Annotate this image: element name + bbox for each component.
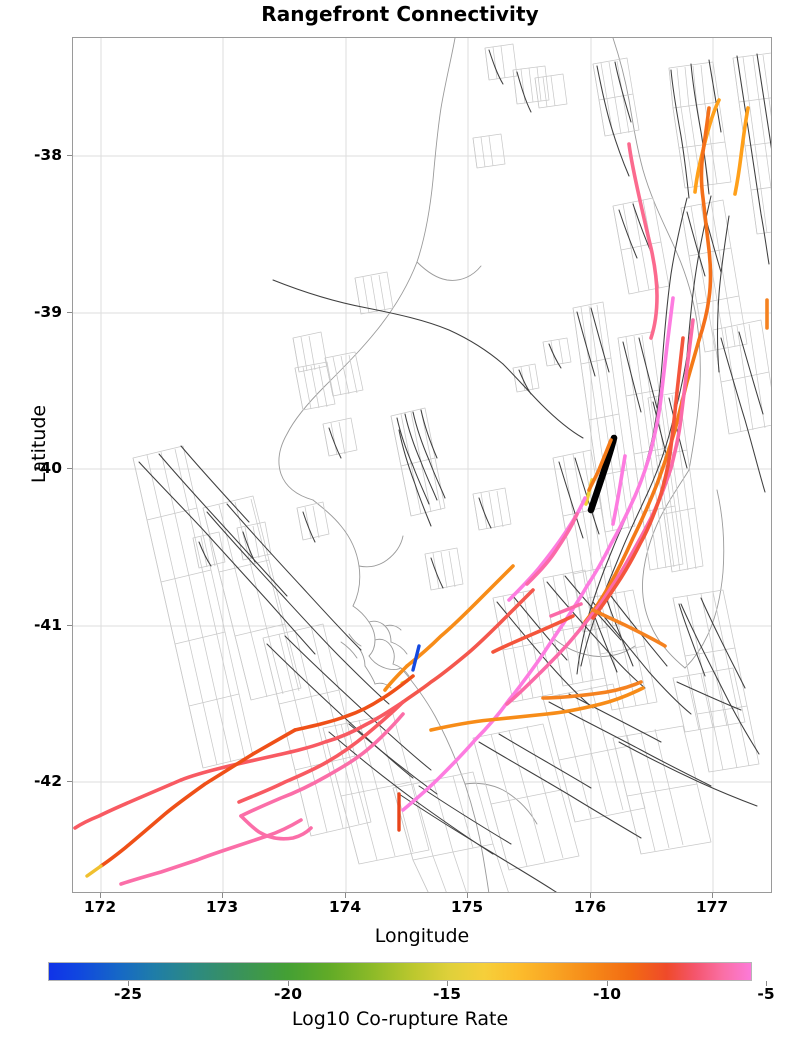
colorbar-tick-mark [128,981,129,986]
ytick-mark [67,781,72,782]
colorbar-tick-mark [607,981,608,986]
fault-central-pink-loop [507,496,587,602]
x-axis-label: Longitude [374,925,470,947]
colorbar-tick-label-1: -20 [273,985,303,1003]
fault-cook-strait-blue [411,644,421,672]
fault-hope-pink [239,712,405,818]
fault-central-orange-long-2 [383,664,409,692]
xtick-label-3: 175 [450,898,484,916]
fault-clarence-salmon [179,700,405,782]
fault-sw-pink-tail [119,858,199,886]
fault-sw-salmon-tail [73,778,183,830]
xtick-mark [100,893,101,898]
ytick-mark [67,625,72,626]
ytick-label-4: -42 [33,772,62,790]
fault-south-orange-tail-2 [541,680,643,700]
ytick-label-1: -39 [33,303,62,321]
fault-wellington-pink-2 [505,598,605,706]
fault-hope-pink-3 [239,814,313,841]
fault-ne-orange-mid [697,106,713,342]
coastline-layer [278,38,725,892]
ytick-mark [67,312,72,313]
corupture-coloured-faults[interactable] [73,98,769,886]
colorbar-tick-mark [766,981,767,986]
xtick-label-5: 177 [695,898,729,916]
page-title: Rangefront Connectivity [261,2,539,26]
xtick-mark [590,893,591,898]
fault-ne-orange-outer [733,106,750,196]
colorbar-tick-mark [288,981,289,986]
xtick-mark [222,893,223,898]
colorbar-tick-mark [447,981,448,986]
xtick-label-1: 173 [205,898,239,916]
colorbar-gradient[interactable] [48,962,752,981]
fault-central-pink-loop-2 [525,512,579,586]
ytick-label-3: -41 [33,616,62,634]
fault-south-orange-tail [591,608,667,648]
map-plot-area[interactable] [72,37,772,893]
fault-hope-pink-2 [195,818,303,862]
ytick-label-2: -40 [33,459,62,477]
y-axis-label: Latitude [28,404,50,484]
xtick-mark [345,893,346,898]
colorbar-tick-label-2: -15 [432,985,462,1003]
fault-wairarapa-magenta [561,296,675,626]
fault-source-orange [587,438,613,492]
ytick-mark [67,468,72,469]
colorbar-tick-label-3: -10 [592,985,622,1003]
fault-east-pink-stub [549,602,583,618]
colorbar-tick-label-4: -5 [757,985,775,1003]
gridlines [73,38,771,892]
xtick-mark [467,893,468,898]
colorbar-label: Log10 Co-rupture Rate [291,1008,509,1030]
xtick-label-2: 174 [328,898,362,916]
colorbar-container[interactable] [48,962,767,986]
xtick-mark [712,893,713,898]
fault-awatere-red [401,588,535,704]
fault-east-red [491,614,575,654]
fault-southeast-orange [429,686,645,732]
fault-sw-orangered-tail [99,728,297,868]
fault-wairau-orangered [293,674,415,732]
fault-ne-pink-inner [627,142,659,340]
fault-wellington-pink [601,318,695,602]
xtick-label-4: 176 [573,898,607,916]
map-svg [73,38,771,892]
fault-clarence-salmon-2 [237,700,405,804]
xtick-label-0: 172 [83,898,117,916]
ytick-label-0: -38 [33,146,62,164]
fault-central-orange-long [405,564,515,668]
colorbar-tick-label-0: -25 [113,985,143,1003]
ytick-mark [67,155,72,156]
fault-pink-stub-east [611,454,627,526]
source-rupture-highlight [587,434,618,514]
fault-mohaka-red [591,336,685,620]
fault-sw-yellow-tip [85,864,103,878]
